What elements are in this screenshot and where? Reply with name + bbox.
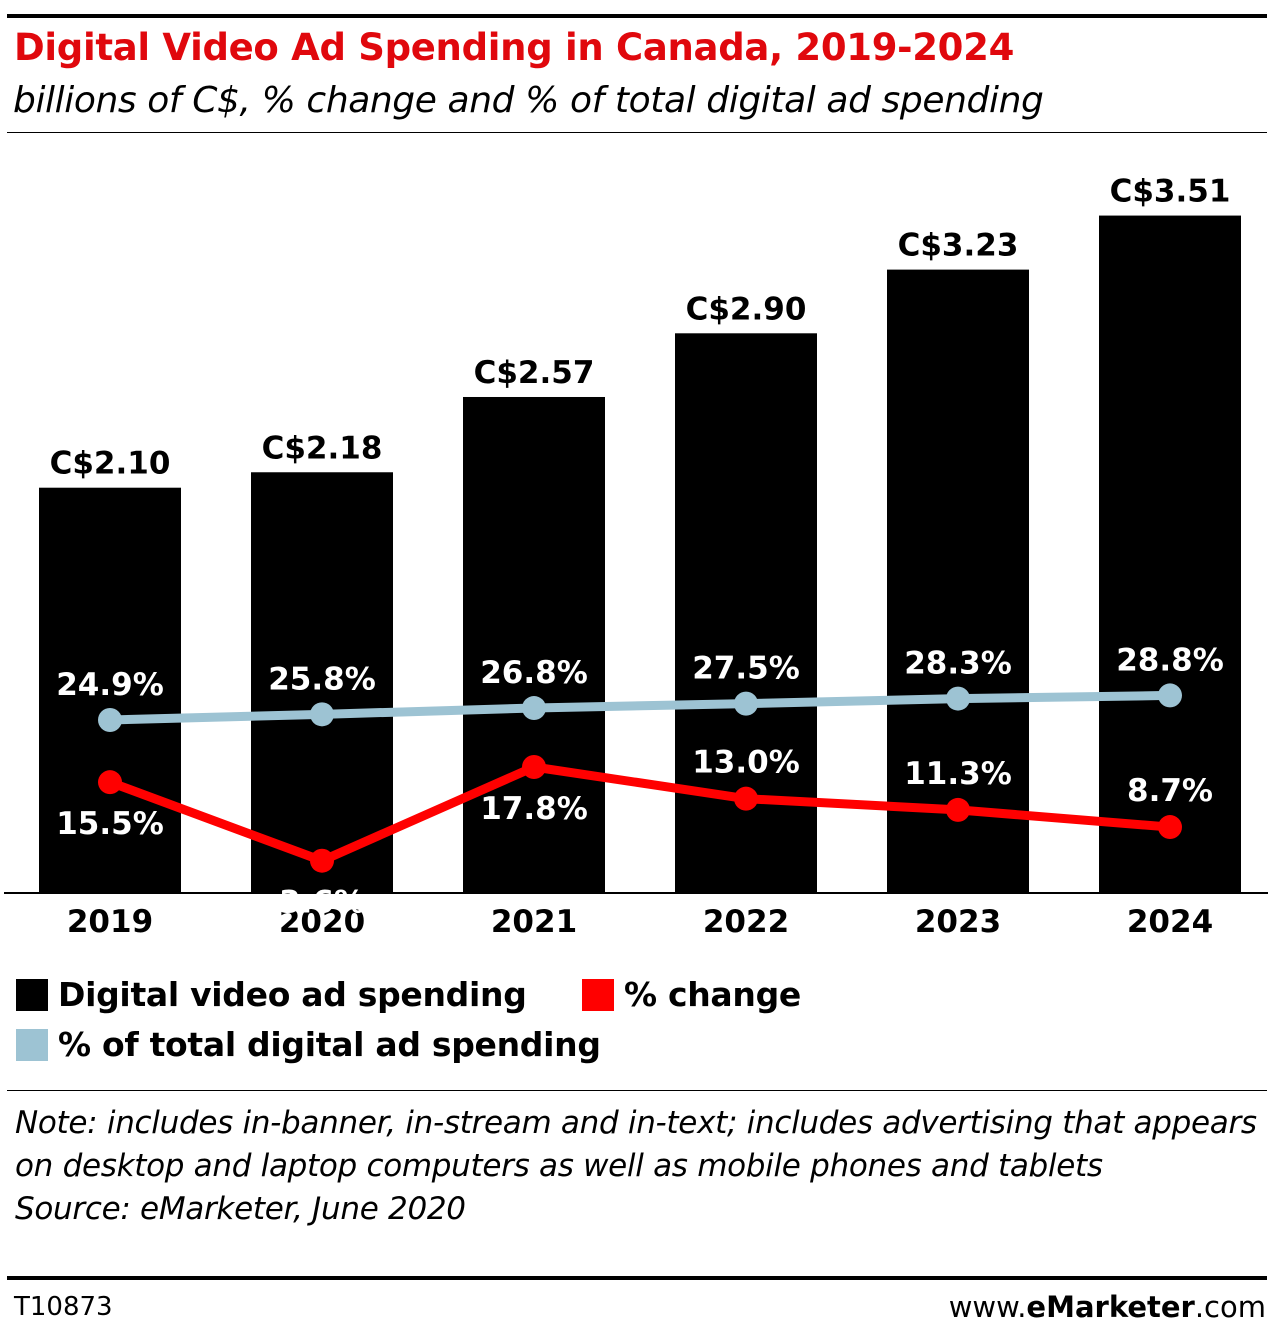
bar-2023 [887,269,1029,893]
x-tick-label-2019: 2019 [67,904,153,940]
legend-label-change: % change [624,975,801,1014]
site-suffix: .com [1194,1290,1266,1324]
legend-item-spending: Digital video ad spending [16,975,527,1014]
change-point-2024 [1158,815,1182,840]
change-point-2022 [734,786,758,811]
bar-value-label-2021: C$2.57 [474,355,595,391]
x-tick-label-2020: 2020 [279,904,365,940]
legend-item-share: % of total digital ad spending [16,1025,601,1064]
change-point-2023 [946,797,970,822]
change-label-2020: 3.6% [279,885,365,921]
legend-item-change: % change [582,975,801,1014]
x-tick-label-2021: 2021 [491,904,577,940]
change-label-2021: 17.8% [480,791,588,827]
share-point-2022 [734,691,758,716]
share-label-2019: 24.9% [56,667,164,703]
legend-label-share: % of total digital ad spending [58,1025,601,1064]
change-point-2019 [98,770,122,795]
bar-value-label-2019: C$2.10 [50,446,171,482]
labels-layer: C$2.10 2019 C$2.18 2020 C$2.57 2021 C$2.90 2022… [50,174,1231,940]
share-label-2023: 28.3% [904,646,1012,682]
note-text: Note: includes in-banner, in-stream and … [15,1105,1257,1184]
share-point-2024 [1158,683,1182,708]
share-label-2022: 27.5% [692,651,800,687]
bar-2020 [251,472,393,893]
change-label-2022: 13.0% [692,745,800,781]
site-brand: eMarketer [1026,1290,1195,1324]
source-text: Source: eMarketer, June 2020 [15,1191,466,1227]
change-point-2020 [310,848,334,873]
x-tick-label-2022: 2022 [703,904,789,940]
notes-block: Note: includes in-banner, in-stream and … [15,1102,1265,1231]
bar-value-label-2024: C$3.51 [1110,174,1231,210]
share-point-2020 [310,702,334,727]
chart-subtitle: billions of C$, % change and % of total … [13,80,1044,121]
legend-swatch-spending [16,978,48,1011]
chart-area: C$2.10 2019 C$2.18 2020 C$2.57 2021 C$2.90 2022… [4,174,1268,940]
share-label-2020: 25.8% [268,661,376,697]
header-divider [7,132,1267,133]
change-point-2021 [522,755,546,779]
bottom-rule [7,1276,1267,1280]
change-label-2024: 8.7% [1127,773,1213,809]
change-label-2019: 15.5% [56,806,164,842]
bar-2019 [39,487,181,893]
share-line [109,690,1171,725]
share-label-2021: 26.8% [480,655,588,691]
change-line [108,762,1171,866]
share-point-2023 [946,686,970,711]
top-rule [7,14,1267,18]
share-point-2019 [98,708,122,732]
x-tick-label-2024: 2024 [1127,904,1213,940]
chart-id: T10873 [14,1292,113,1322]
bar-value-label-2020: C$2.18 [262,430,383,466]
share-point-2021 [522,696,546,721]
legend-label-spending: Digital video ad spending [58,975,527,1014]
bar-2024 [1099,215,1241,893]
lines-layer [98,683,1182,873]
legend-swatch-share [16,1028,48,1061]
notes-divider [7,1090,1267,1091]
bar-value-label-2023: C$3.23 [898,228,1019,264]
bar-2021 [463,396,605,893]
x-tick-label-2023: 2023 [915,904,1001,940]
bar-value-label-2022: C$2.90 [686,291,807,327]
change-label-2023: 11.3% [904,756,1012,792]
site-prefix: www. [948,1290,1027,1324]
footer-site: www.eMarketer.com [949,1290,1266,1324]
legend-swatch-change [582,978,614,1011]
bars-layer [39,215,1241,893]
chart-title: Digital Video Ad Spending in Canada, 201… [14,26,1015,69]
share-label-2024: 28.8% [1116,642,1224,678]
